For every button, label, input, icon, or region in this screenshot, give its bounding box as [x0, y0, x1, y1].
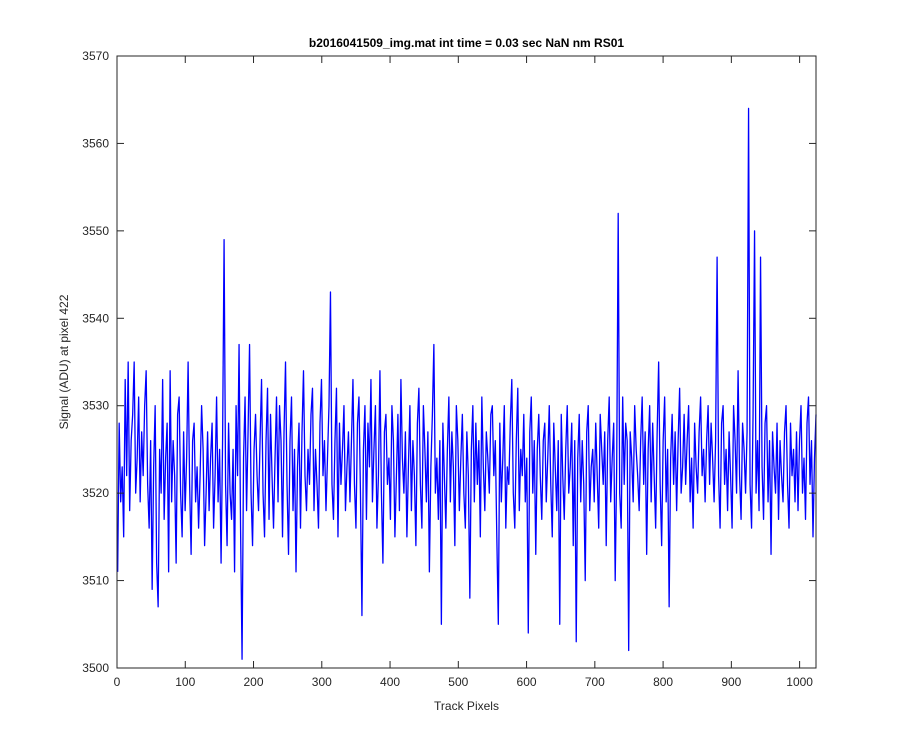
x-tick-label: 0	[114, 675, 121, 689]
y-tick-label: 3570	[82, 49, 109, 63]
y-tick-label: 3560	[82, 136, 109, 150]
y-axis-label: Signal (ADU) at pixel 422	[57, 294, 71, 429]
x-tick-label: 500	[448, 675, 468, 689]
y-tick-label: 3550	[82, 224, 109, 238]
x-axis-label: Track Pixels	[434, 699, 499, 713]
x-tick-label: 800	[653, 675, 673, 689]
x-tick-label: 100	[175, 675, 195, 689]
axes-layer	[116, 55, 817, 669]
x-tick-label: 900	[721, 675, 741, 689]
chart-title: b2016041509_img.mat int time = 0.03 sec …	[309, 36, 624, 50]
plot-area-background	[117, 56, 816, 668]
tick-layer: 0 100 200 300 400 500 600 700 800 900 1000 3500 3510…	[82, 49, 816, 689]
y-tick-label: 3520	[82, 486, 109, 500]
x-tick-label: 200	[244, 675, 264, 689]
y-tick-label: 3530	[82, 399, 109, 413]
y-tick-label: 3540	[82, 311, 109, 325]
x-tick-label: 700	[585, 675, 605, 689]
y-tick-label: 3500	[82, 661, 109, 675]
series-line-0	[117, 107, 817, 660]
x-tick-label: 600	[517, 675, 537, 689]
x-tick-label: 1000	[786, 675, 813, 689]
x-tick-label: 300	[312, 675, 332, 689]
y-tick-label: 3510	[82, 574, 109, 588]
axes-box	[116, 55, 817, 669]
series-layer	[117, 107, 817, 660]
x-tick-label: 400	[380, 675, 400, 689]
